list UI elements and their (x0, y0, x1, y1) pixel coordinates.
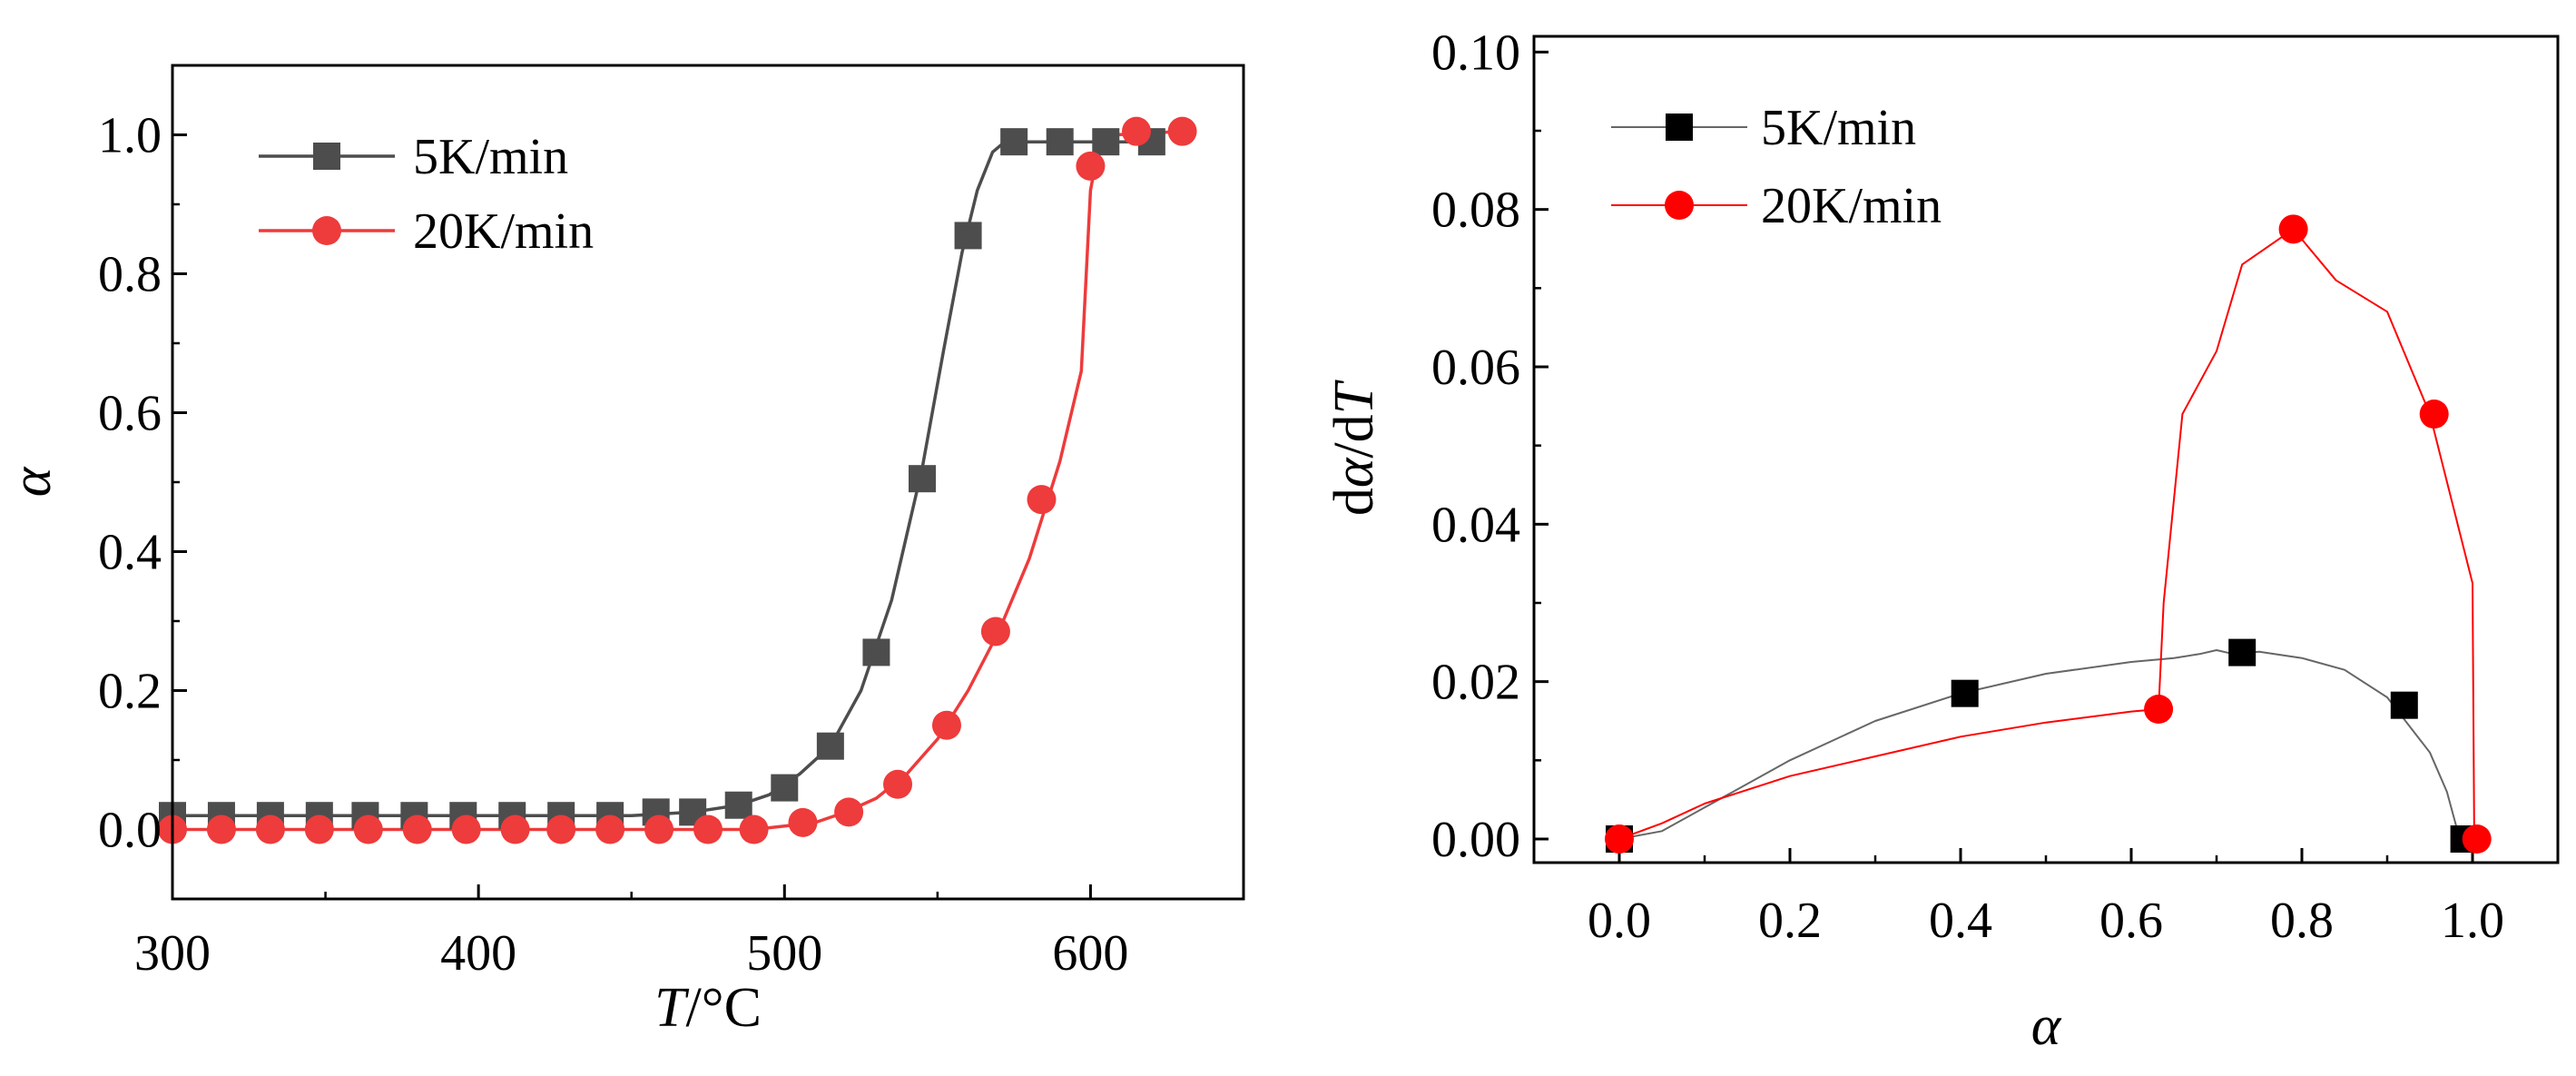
y-tick-label-0-6: 0.6 (98, 386, 162, 442)
marker-20k-min-1 (2144, 695, 2174, 724)
marker-5k-min-17 (954, 222, 982, 250)
marker-20k-min-10 (644, 814, 674, 844)
right-y-axis-title-d2: /d (1323, 414, 1385, 458)
marker-20k-min-4 (2462, 824, 2492, 854)
legend-label-20k-min: 20K/min (1761, 178, 1942, 234)
marker-5k-min-16 (909, 465, 936, 493)
marker-20k-min-6 (451, 814, 481, 844)
y-tick-label-0-00: 0.00 (1431, 812, 1520, 868)
marker-20k-min-21 (1167, 116, 1197, 146)
right-plot-frame (1532, 35, 2560, 864)
marker-20k-min-2 (2278, 214, 2308, 244)
marker-20k-min-11 (693, 814, 723, 844)
left-x-axis-title-symbol: T (654, 977, 690, 1039)
x-tick-label-600: 600 (1052, 925, 1128, 982)
y-tick-label-1-0: 1.0 (98, 108, 162, 164)
x-tick-label-0-6: 0.6 (2099, 893, 2163, 949)
marker-20k-min-3 (2419, 400, 2449, 429)
marker-20k-min-14 (834, 797, 864, 827)
left-plot-frame (171, 64, 1245, 901)
marker-20k-min-5 (402, 814, 432, 844)
marker-5k-min-20 (1092, 128, 1120, 156)
left-y-axis-title: α (1, 466, 63, 497)
marker-20k-min-4 (353, 814, 383, 844)
y-tick-label-0-06: 0.06 (1431, 340, 1520, 396)
legend-marker-5k-min (313, 143, 340, 170)
marker-20k-min-7 (500, 814, 530, 844)
y-tick-label-0-10: 0.10 (1431, 25, 1520, 81)
marker-20k-min-18 (1027, 485, 1057, 515)
marker-20k-min-20 (1122, 116, 1151, 146)
y-tick-label-0-08: 0.08 (1431, 183, 1520, 239)
right-y-axis-title-alpha: α (1323, 457, 1385, 488)
alpha-vs-temperature-chart: 300 400 500 600 0.0 0.2 0.4 0.6 0.8 1.0 α T/°C 5K… (1, 64, 1245, 1039)
x-tick-label-0-8: 0.8 (2270, 893, 2334, 949)
right-x-axis-title: α (2031, 995, 2062, 1057)
marker-20k-min-12 (739, 814, 769, 844)
left-tick-labels: 300 400 500 600 0.0 0.2 0.4 0.6 0.8 1.0 (98, 108, 1128, 982)
right-tick-labels: 0.0 0.2 0.4 0.6 0.8 1.0 0.00 0.02 0.04 0.06 0.08 0.… (1431, 25, 2504, 949)
marker-20k-min-9 (595, 814, 625, 844)
legend-label-5k-min: 5K/min (1761, 100, 1916, 156)
series-line-5k-min (1618, 649, 2461, 840)
left-x-axis-title-unit: /°C (686, 977, 762, 1039)
marker-5k-min-1 (1951, 679, 1979, 707)
marker-20k-min-2 (255, 814, 285, 844)
y-tick-label-0-2: 0.2 (98, 664, 162, 720)
marker-20k-min-3 (304, 814, 334, 844)
y-tick-label-0-0: 0.0 (98, 803, 162, 859)
marker-5k-min-15 (862, 638, 890, 666)
marker-20k-min-16 (931, 710, 961, 740)
right-series-markers (1605, 214, 2492, 854)
right-y-axis-title-d1: d (1323, 488, 1385, 516)
legend-label-20k-min: 20K/min (413, 203, 594, 260)
marker-5k-min-14 (816, 732, 844, 760)
left-axis-ticks (171, 133, 1092, 899)
right-y-axis-title: dα/dT (1323, 379, 1385, 516)
legend-marker-20k-min (312, 216, 341, 245)
marker-20k-min-17 (980, 617, 1010, 647)
marker-20k-min-1 (206, 814, 236, 844)
x-tick-label-0-4: 0.4 (1929, 893, 1992, 949)
marker-5k-min-12 (724, 791, 752, 819)
dalpha-dt-vs-alpha-chart: 0.0 0.2 0.4 0.6 0.8 1.0 0.00 0.02 0.04 0.06 0.08 0.… (1323, 25, 2560, 1057)
marker-20k-min-0 (1605, 824, 1634, 854)
left-x-axis-title: T/°C (654, 977, 762, 1039)
right-series-curves (1618, 228, 2475, 840)
marker-5k-min-3 (2390, 691, 2418, 719)
x-tick-label-400: 400 (440, 925, 516, 982)
right-y-axis-title-t: T (1323, 379, 1385, 414)
x-tick-label-500: 500 (746, 925, 822, 982)
legend-marker-20k-min (1665, 191, 1694, 220)
right-axis-ticks (1534, 50, 2474, 863)
y-tick-label-0-4: 0.4 (98, 525, 162, 581)
right-legend: 5K/min 20K/min (1611, 100, 1942, 234)
marker-5k-min-2 (2228, 638, 2256, 666)
left-legend: 5K/min 20K/min (259, 129, 594, 260)
marker-5k-min-18 (1000, 128, 1028, 156)
marker-20k-min-13 (788, 807, 818, 837)
legend-marker-5k-min (1666, 114, 1693, 141)
marker-20k-min-19 (1076, 151, 1106, 181)
marker-20k-min-8 (546, 814, 576, 844)
left-series-markers (158, 116, 1197, 844)
marker-20k-min-15 (883, 769, 913, 799)
legend-label-5k-min: 5K/min (413, 129, 568, 185)
marker-5k-min-13 (771, 774, 799, 802)
y-tick-label-0-02: 0.02 (1431, 655, 1520, 711)
y-tick-label-0-8: 0.8 (98, 247, 162, 303)
x-tick-label-0-2: 0.2 (1758, 893, 1822, 949)
series-line-20k-min (1618, 228, 2475, 840)
x-tick-label-300: 300 (134, 925, 211, 982)
x-tick-label-1-0: 1.0 (2441, 893, 2504, 949)
marker-5k-min-19 (1046, 128, 1074, 156)
x-tick-label-0-0: 0.0 (1588, 893, 1651, 949)
y-tick-label-0-04: 0.04 (1431, 497, 1520, 553)
